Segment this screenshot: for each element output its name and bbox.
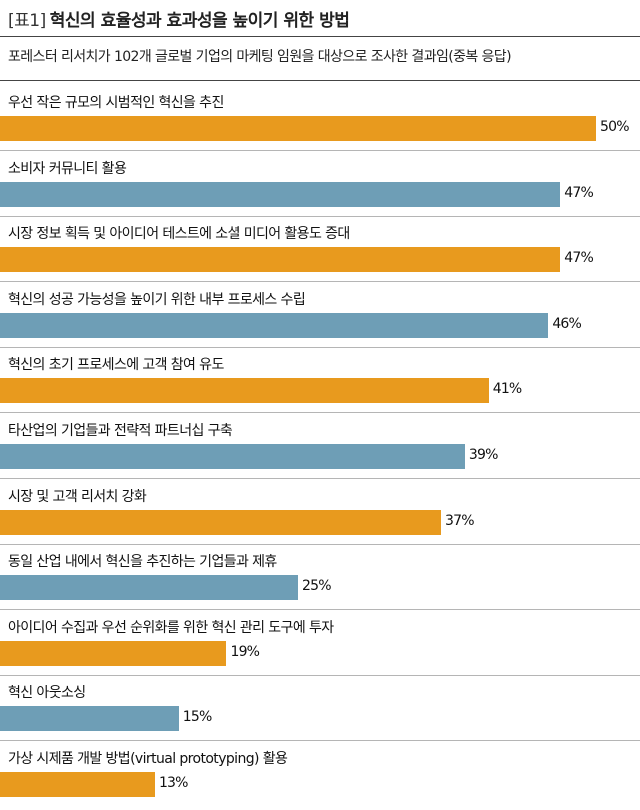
- bar-row: 소비자 커뮤니티 활용 47%: [0, 152, 640, 217]
- bar-category-label: 가상 시제품 개발 방법(virtual prototyping) 활용: [8, 751, 288, 767]
- row-divider: [0, 346, 640, 348]
- bar-value-label: 25%: [302, 578, 332, 595]
- bar-category-label: 아이디어 수집과 우선 순위화를 위한 혁신 관리 도구에 투자: [8, 619, 334, 636]
- bar-category-label: 시장 및 고객 리서치 강화: [8, 488, 147, 505]
- bar: [0, 640, 227, 666]
- bar-category-label: 혁신의 성공 가능성을 높이기 위한 내부 프로세스 수립: [8, 291, 306, 308]
- bar-value-label: 19%: [230, 643, 260, 660]
- bar-row: 혁신의 성공 가능성을 높이기 위한 내부 프로세스 수립 46%: [0, 283, 640, 348]
- bar: [0, 772, 155, 797]
- chart-subtitle: 포레스터 리서치가 102개 글로벌 기업의 마케팅 임원을 대상으로 조사한 …: [8, 49, 512, 65]
- table-tag: [표1]: [8, 11, 46, 31]
- bar: [0, 312, 549, 338]
- subtitle-divider: [0, 80, 640, 81]
- bar-value-label: 50%: [600, 119, 630, 135]
- row-divider: [0, 150, 640, 151]
- bar-value-label: 41%: [492, 381, 523, 398]
- bar: [0, 181, 561, 207]
- row-divider: [0, 609, 640, 611]
- row-divider: [0, 281, 640, 283]
- row-divider: [0, 412, 640, 414]
- bar: [0, 509, 442, 535]
- bar-row: 혁신 아웃소싱 15%: [0, 676, 640, 742]
- row-divider: [0, 478, 640, 479]
- bar-chart: 우선 작은 규모의 시범적인 혁신을 추진 50% 소비자 커뮤니티 활용 47% 시장…: [0, 86, 640, 810]
- bar-value-label: 39%: [468, 447, 499, 463]
- bar-category-label: 동일 산업 내에서 혁신을 추진하는 기업들과 제휴: [8, 554, 277, 571]
- bar-value-label: 15%: [182, 709, 213, 726]
- bar-row: 타산업의 기업들과 전략적 파트너십 구축 39%: [0, 414, 640, 479]
- bar-value-label: 47%: [564, 184, 594, 201]
- bar-value-label: 13%: [158, 775, 189, 791]
- bar-row: 가상 시제품 개발 방법(virtual prototyping) 활용 13%: [0, 742, 640, 807]
- bar: [0, 116, 596, 141]
- bar-category-label: 시장 정보 획득 및 아이디어 테스트에 소셜 미디어 활용도 증대: [8, 226, 350, 243]
- chart-title: [표1] 혁신의 효율성과 효과성을 높이기 위한 방법: [8, 6, 350, 31]
- bar-value-label: 37%: [445, 512, 475, 529]
- title-divider: [0, 36, 640, 37]
- bar-row: 시장 정보 획득 및 아이디어 테스트에 소셜 미디어 활용도 증대 47%: [0, 217, 640, 283]
- bar-row: 아이디어 수집과 우선 순위화를 위한 혁신 관리 도구에 투자 19%: [0, 611, 640, 676]
- bar: [0, 706, 179, 732]
- bar-category-label: 타산업의 기업들과 전략적 파트너십 구축: [8, 423, 233, 439]
- bar-value-label: 47%: [564, 250, 594, 267]
- bar-row: 혁신의 초기 프로세스에 고객 참여 유도 41%: [0, 348, 640, 414]
- chart-title-text: 혁신의 효율성과 효과성을 높이기 위한 방법: [49, 11, 350, 31]
- bar-category-label: 혁신 아웃소싱: [8, 685, 86, 702]
- bar-category-label: 우선 작은 규모의 시범적인 혁신을 추진: [8, 95, 224, 111]
- bar: [0, 575, 298, 601]
- row-divider: [0, 543, 640, 545]
- bar: [0, 444, 465, 469]
- bar-row: 시장 및 고객 리서치 강화 37%: [0, 480, 640, 545]
- bar-value-label: 46%: [552, 315, 582, 332]
- bar-category-label: 소비자 커뮤니티 활용: [8, 160, 127, 177]
- row-divider: [0, 740, 640, 742]
- bar-row: 동일 산업 내에서 혁신을 추진하는 기업들과 제휴 25%: [0, 545, 640, 611]
- bar-row: 우선 작은 규모의 시범적인 혁신을 추진 50%: [0, 86, 640, 151]
- bar: [0, 378, 489, 404]
- row-divider: [0, 215, 640, 217]
- bar: [0, 247, 561, 273]
- row-divider: [0, 674, 640, 676]
- bar-category-label: 혁신의 초기 프로세스에 고객 참여 유도: [8, 357, 224, 374]
